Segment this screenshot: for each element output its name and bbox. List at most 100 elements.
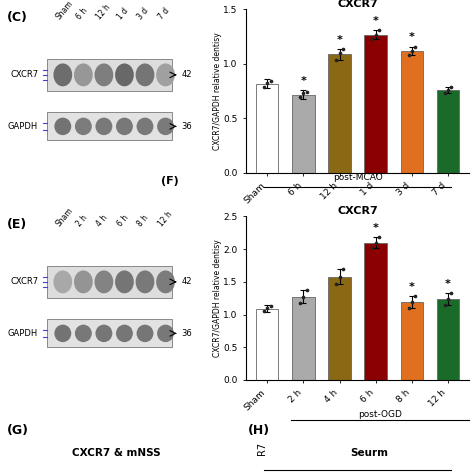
Text: 1 d: 1 d [115,6,130,21]
Text: GAPDH: GAPDH [8,122,38,131]
FancyBboxPatch shape [47,112,172,140]
Ellipse shape [55,325,71,342]
Point [447,83,455,91]
Point [369,244,376,252]
Ellipse shape [55,118,71,135]
Ellipse shape [95,325,112,342]
Text: post-OGD: post-OGD [358,410,402,419]
Text: *: * [373,16,379,26]
Bar [328,54,351,173]
Ellipse shape [137,325,154,342]
Text: (C): (C) [7,11,28,24]
Ellipse shape [136,271,155,293]
Point [267,78,274,85]
Text: 3 d: 3 d [136,6,151,21]
Text: 12 h: 12 h [156,210,174,228]
Text: 36: 36 [181,329,192,338]
Text: *: * [373,223,379,233]
Point [408,298,416,306]
Ellipse shape [75,118,92,135]
Title: CXCR7: CXCR7 [337,0,378,9]
Text: CXCR7 & mNSS: CXCR7 & mNSS [72,448,161,458]
Text: Sham: Sham [54,205,74,228]
Point [303,89,310,96]
Ellipse shape [54,271,72,293]
Ellipse shape [94,64,113,86]
Ellipse shape [54,64,72,86]
Point [296,300,304,307]
Point [375,27,383,34]
Ellipse shape [116,118,133,135]
Point [372,239,380,246]
Ellipse shape [156,271,175,293]
Point [408,47,416,55]
Point [332,56,340,64]
Point [444,295,452,303]
Title: CXCR7: CXCR7 [337,206,378,216]
Bar [437,299,459,380]
Ellipse shape [115,271,134,293]
Text: *: * [301,76,306,86]
Point [336,273,343,281]
Bar [401,302,423,380]
Bar [437,90,459,173]
Ellipse shape [157,325,174,342]
Text: *: * [337,35,343,45]
Ellipse shape [94,271,113,293]
Point [339,45,346,53]
Text: (H): (H) [248,424,270,437]
Text: 12 h: 12 h [95,2,112,21]
Text: Sham: Sham [54,0,74,21]
Point [369,35,376,43]
Text: 4 h: 4 h [95,213,109,228]
Point [260,308,268,315]
Text: GAPDH: GAPDH [8,329,38,338]
FancyBboxPatch shape [47,58,172,91]
Text: 6 h: 6 h [74,6,89,21]
Text: 36: 36 [181,122,192,131]
Ellipse shape [115,64,134,86]
Point [441,90,448,97]
Point [303,287,310,294]
Point [264,79,271,86]
Point [405,52,412,59]
FancyBboxPatch shape [47,319,172,347]
Ellipse shape [156,64,175,86]
Bar [328,277,351,380]
Text: R7: R7 [257,442,267,455]
Ellipse shape [137,118,154,135]
Text: 6 h: 6 h [115,213,130,228]
Ellipse shape [74,271,93,293]
Text: (E): (E) [7,218,27,231]
Point [447,289,455,297]
Point [405,304,412,312]
Ellipse shape [75,325,92,342]
Point [375,234,383,241]
Point [444,86,452,94]
Point [296,93,304,100]
Point [441,301,448,309]
Point [300,293,307,301]
Text: 8 h: 8 h [136,213,150,228]
Text: 42: 42 [181,277,191,286]
Y-axis label: CXCR7/GAPDH relative dentisy: CXCR7/GAPDH relative dentisy [213,32,222,150]
Bar [292,94,315,173]
Text: CXCR7: CXCR7 [10,277,38,286]
FancyBboxPatch shape [47,265,172,298]
Point [264,304,271,312]
Bar [365,243,387,380]
Ellipse shape [74,64,93,86]
Bar [256,83,279,173]
Text: (F): (F) [161,175,179,186]
Bar [256,309,279,380]
Point [339,265,346,273]
Y-axis label: CXCR7/GAPDH relative dentisy: CXCR7/GAPDH relative dentisy [213,239,222,357]
Ellipse shape [157,118,174,135]
Point [260,83,268,91]
Text: *: * [409,32,415,43]
Ellipse shape [95,118,112,135]
Text: Seurm: Seurm [350,448,388,458]
Bar [365,35,387,173]
Ellipse shape [136,64,155,86]
Text: (G): (G) [7,424,29,437]
